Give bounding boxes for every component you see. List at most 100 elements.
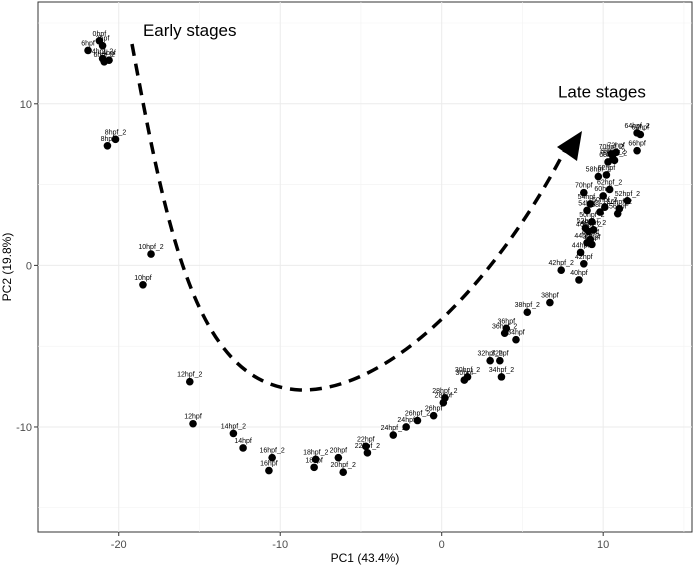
y-tick-label: -10 bbox=[16, 422, 32, 434]
data-point bbox=[84, 46, 92, 55]
data-point bbox=[362, 442, 370, 451]
point-label: 10hpf bbox=[134, 275, 152, 282]
point-label: 46hpf bbox=[582, 230, 600, 237]
point-label: 24hpf_2 bbox=[381, 425, 406, 432]
data-point bbox=[623, 196, 632, 205]
data-point bbox=[576, 248, 585, 257]
data-point bbox=[602, 171, 611, 179]
annotation-layer: Early stages Late stages bbox=[143, 21, 646, 101]
x-tick-label: 0 bbox=[439, 539, 445, 551]
data-point bbox=[615, 205, 624, 213]
point-label: 70hpf bbox=[575, 183, 593, 190]
data-point bbox=[239, 444, 247, 452]
stage-trajectory bbox=[130, 43, 582, 392]
point-label: 60hpf_2 bbox=[592, 197, 617, 204]
point-label: 30hpf bbox=[456, 370, 474, 377]
point-label: 44hpf bbox=[572, 242, 590, 249]
y-tick-label: 0 bbox=[26, 260, 32, 272]
point-label: 56hpf_2 bbox=[607, 199, 632, 206]
data-point bbox=[557, 266, 565, 275]
data-point bbox=[581, 224, 590, 233]
point-label: 68hpf_2 bbox=[600, 149, 625, 156]
point-label: 22hpf bbox=[357, 436, 375, 443]
data-point bbox=[402, 423, 410, 431]
point-label: 46hpf_2 bbox=[576, 221, 601, 228]
point-label: 26hpf_2 bbox=[405, 411, 430, 418]
data-point bbox=[497, 373, 506, 381]
point-label: 34hpf bbox=[507, 330, 525, 337]
data-point bbox=[311, 455, 320, 464]
x-axis-title: PC1 (43.4%) bbox=[331, 551, 400, 565]
data-point bbox=[139, 280, 147, 289]
point-label: 42hpf_2 bbox=[549, 260, 574, 267]
point-label: 54hpf bbox=[578, 200, 596, 207]
point-label: 40hpf bbox=[570, 270, 588, 277]
trajectory-dashed-curve bbox=[130, 43, 570, 392]
point-label: 14hpf bbox=[234, 438, 252, 445]
data-point bbox=[612, 148, 620, 157]
point-label: 70hpf_2 bbox=[599, 144, 624, 151]
point-label: 48hpf_2 bbox=[581, 220, 606, 227]
data-point bbox=[339, 468, 348, 477]
data-point bbox=[596, 208, 604, 216]
data-point bbox=[583, 206, 591, 215]
point-label: 4hpf_2 bbox=[92, 49, 114, 56]
point-label: 12hpf bbox=[184, 414, 202, 421]
data-point bbox=[580, 188, 588, 197]
data-point bbox=[601, 203, 609, 212]
data-point bbox=[147, 250, 155, 258]
point-label: 60hpf bbox=[594, 186, 612, 193]
point-label: 16hpf bbox=[260, 461, 278, 468]
point-label: 34hpf_2 bbox=[489, 367, 514, 374]
data-point bbox=[103, 142, 112, 150]
data-point bbox=[605, 185, 614, 194]
data-point bbox=[633, 129, 641, 137]
data-point bbox=[633, 146, 641, 155]
point-label: 64hpf_2 bbox=[624, 123, 649, 130]
point-label: 62hpf_2 bbox=[597, 179, 622, 186]
data-point bbox=[610, 156, 619, 165]
data-point bbox=[486, 356, 494, 365]
data-point bbox=[502, 324, 511, 333]
data-point bbox=[586, 200, 595, 208]
point-label: 12hpf_2 bbox=[177, 372, 202, 379]
point-label: 14hpf_2 bbox=[221, 423, 246, 430]
point-label: 28hpf bbox=[435, 393, 453, 400]
y-axis-title: PC2 (19.8%) bbox=[0, 233, 14, 302]
data-point bbox=[413, 416, 422, 425]
data-point bbox=[588, 240, 596, 249]
annotation-early-stages: Early stages bbox=[143, 21, 237, 40]
data-point bbox=[363, 449, 372, 457]
data-point bbox=[334, 453, 343, 462]
data-point bbox=[496, 356, 504, 365]
data-point bbox=[588, 217, 596, 226]
data-point bbox=[575, 276, 583, 284]
data-point bbox=[265, 466, 273, 475]
point-label: 54hpf_2 bbox=[578, 194, 603, 201]
point-label: 22hpf_2 bbox=[355, 443, 380, 450]
point-label: 18hpf_2 bbox=[303, 449, 328, 456]
point-label: 16hpf_2 bbox=[259, 448, 284, 455]
data-point bbox=[523, 308, 532, 317]
point-label: 32hpf bbox=[491, 351, 509, 358]
x-tick-label: -10 bbox=[272, 539, 288, 551]
point-label: 2hpf bbox=[96, 36, 110, 43]
point-label: 28hpf_2 bbox=[432, 388, 457, 395]
point-label: 10hpf_2 bbox=[138, 244, 163, 251]
point-label: 72hpf bbox=[607, 142, 625, 149]
point-label: 52hpf bbox=[577, 218, 595, 225]
point-label: 0hpf bbox=[93, 31, 107, 38]
data-points bbox=[84, 36, 645, 477]
point-label: 58hpf bbox=[591, 202, 609, 209]
data-point bbox=[429, 411, 438, 420]
point-label: 18hpf bbox=[305, 457, 323, 464]
point-label: 44hpf_2 bbox=[574, 233, 599, 240]
x-tick-label: -20 bbox=[111, 539, 127, 551]
point-label: 38hpf bbox=[541, 293, 559, 300]
point-label: 56hpf bbox=[609, 204, 627, 211]
data-point bbox=[185, 377, 194, 386]
axis-ticks: -20 -10 0 10 -10 0 10 bbox=[16, 99, 609, 551]
data-point bbox=[512, 335, 520, 344]
